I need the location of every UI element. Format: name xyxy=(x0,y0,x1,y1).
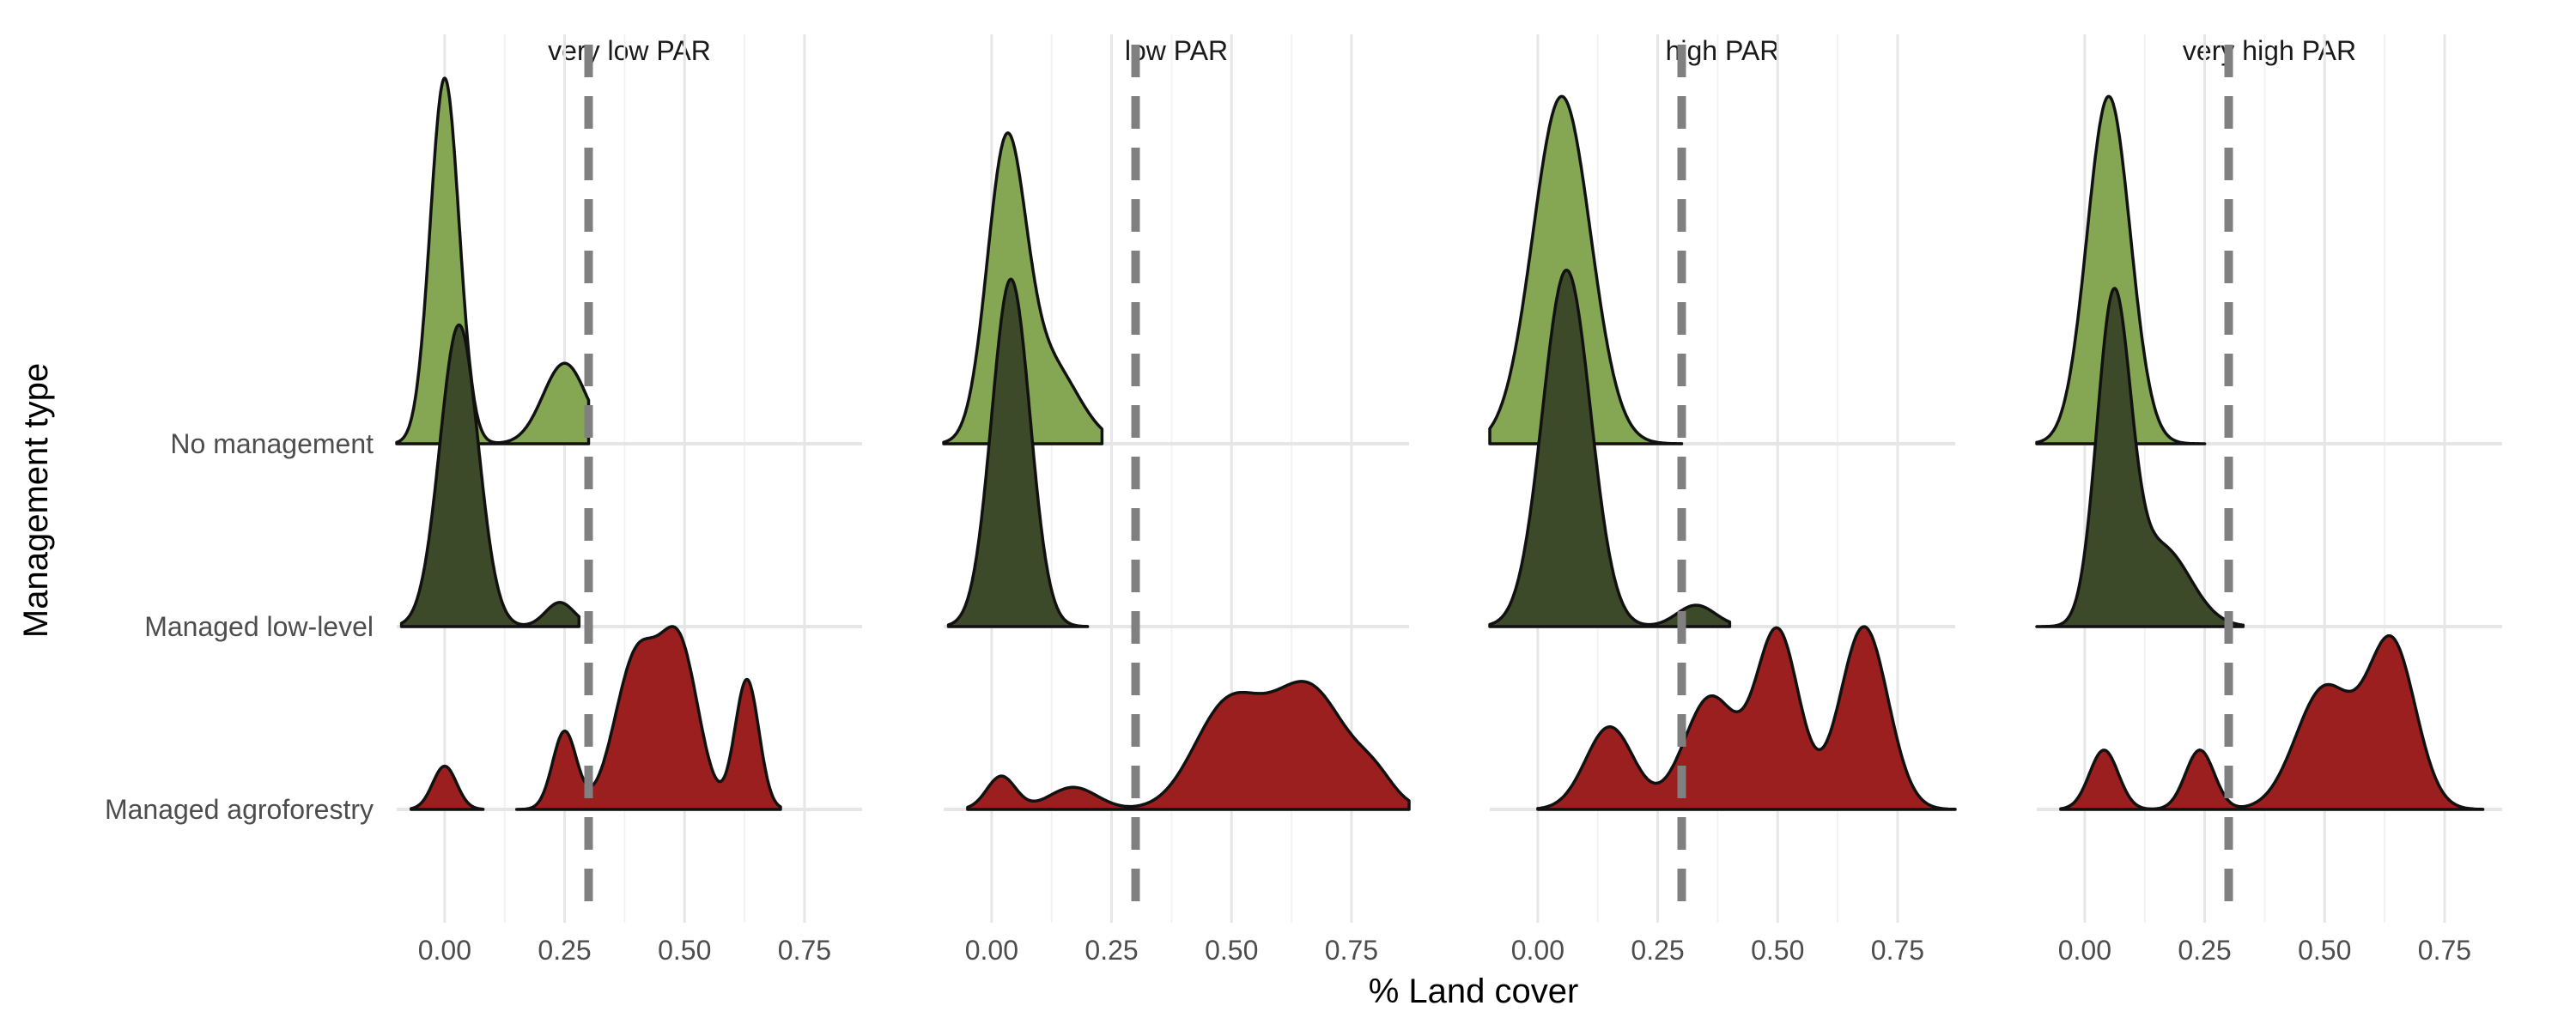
facet-title: low PAR xyxy=(1125,35,1228,66)
x-tick-label: 0.25 xyxy=(2178,935,2231,966)
x-tick-label: 0.75 xyxy=(2418,935,2471,966)
x-tick-label: 0.75 xyxy=(1871,935,1924,966)
y-axis-title: Management type xyxy=(17,363,55,638)
density-ridge xyxy=(2059,633,2485,811)
y-tick-label: No management xyxy=(170,428,374,459)
density-ridge xyxy=(966,680,1411,811)
density-ridge xyxy=(942,131,1104,445)
facet-title: very high PAR xyxy=(2183,35,2356,66)
density-ridge xyxy=(1536,625,1957,811)
x-tick-label: 0.50 xyxy=(1205,935,1258,966)
density-ridge xyxy=(399,323,581,628)
y-tick-label: Managed agroforestry xyxy=(105,794,374,825)
y-tick-label: Managed low-level xyxy=(144,611,374,642)
density-ridge xyxy=(2035,287,2245,628)
x-tick-label: 0.50 xyxy=(1751,935,1804,966)
facet-panel: very low PAR 0.00 0.25 0.50 0.75 xyxy=(395,34,862,966)
facets: very low PAR 0.00 0.25 0.50 0.75 low PAR 0.00 0… xyxy=(395,34,2502,966)
density-ridge xyxy=(514,625,782,811)
x-tick-label: 0.25 xyxy=(538,935,591,966)
density-ridge xyxy=(395,76,591,445)
x-tick-label: 0.50 xyxy=(2298,935,2351,966)
facet-panel: very high PAR 0.00 0.25 0.50 0.75 xyxy=(2035,34,2502,966)
x-tick-label: 0.25 xyxy=(1631,935,1684,966)
x-tick-label: 0.25 xyxy=(1084,935,1138,966)
x-tick-label: 0.00 xyxy=(418,935,471,966)
x-tick-label: 0.00 xyxy=(1511,935,1564,966)
x-tick-label: 0.75 xyxy=(778,935,831,966)
density-ridge xyxy=(1488,94,1684,445)
y-axis: No management Managed low-level Managed ag… xyxy=(105,428,374,825)
x-tick-label: 0.00 xyxy=(2058,935,2111,966)
density-ridge xyxy=(2035,94,2207,445)
density-ridge xyxy=(1488,268,1732,628)
x-tick-label: 0.00 xyxy=(965,935,1018,966)
facet-panel: low PAR 0.00 0.25 0.50 0.75 xyxy=(942,34,1411,966)
x-axis-title: % Land cover xyxy=(1369,972,1579,1010)
x-tick-label: 0.50 xyxy=(658,935,711,966)
x-tick-label: 0.75 xyxy=(1325,935,1378,966)
facet-title: very low PAR xyxy=(548,35,711,66)
density-ridge xyxy=(946,277,1090,628)
density-ridge xyxy=(410,764,485,811)
